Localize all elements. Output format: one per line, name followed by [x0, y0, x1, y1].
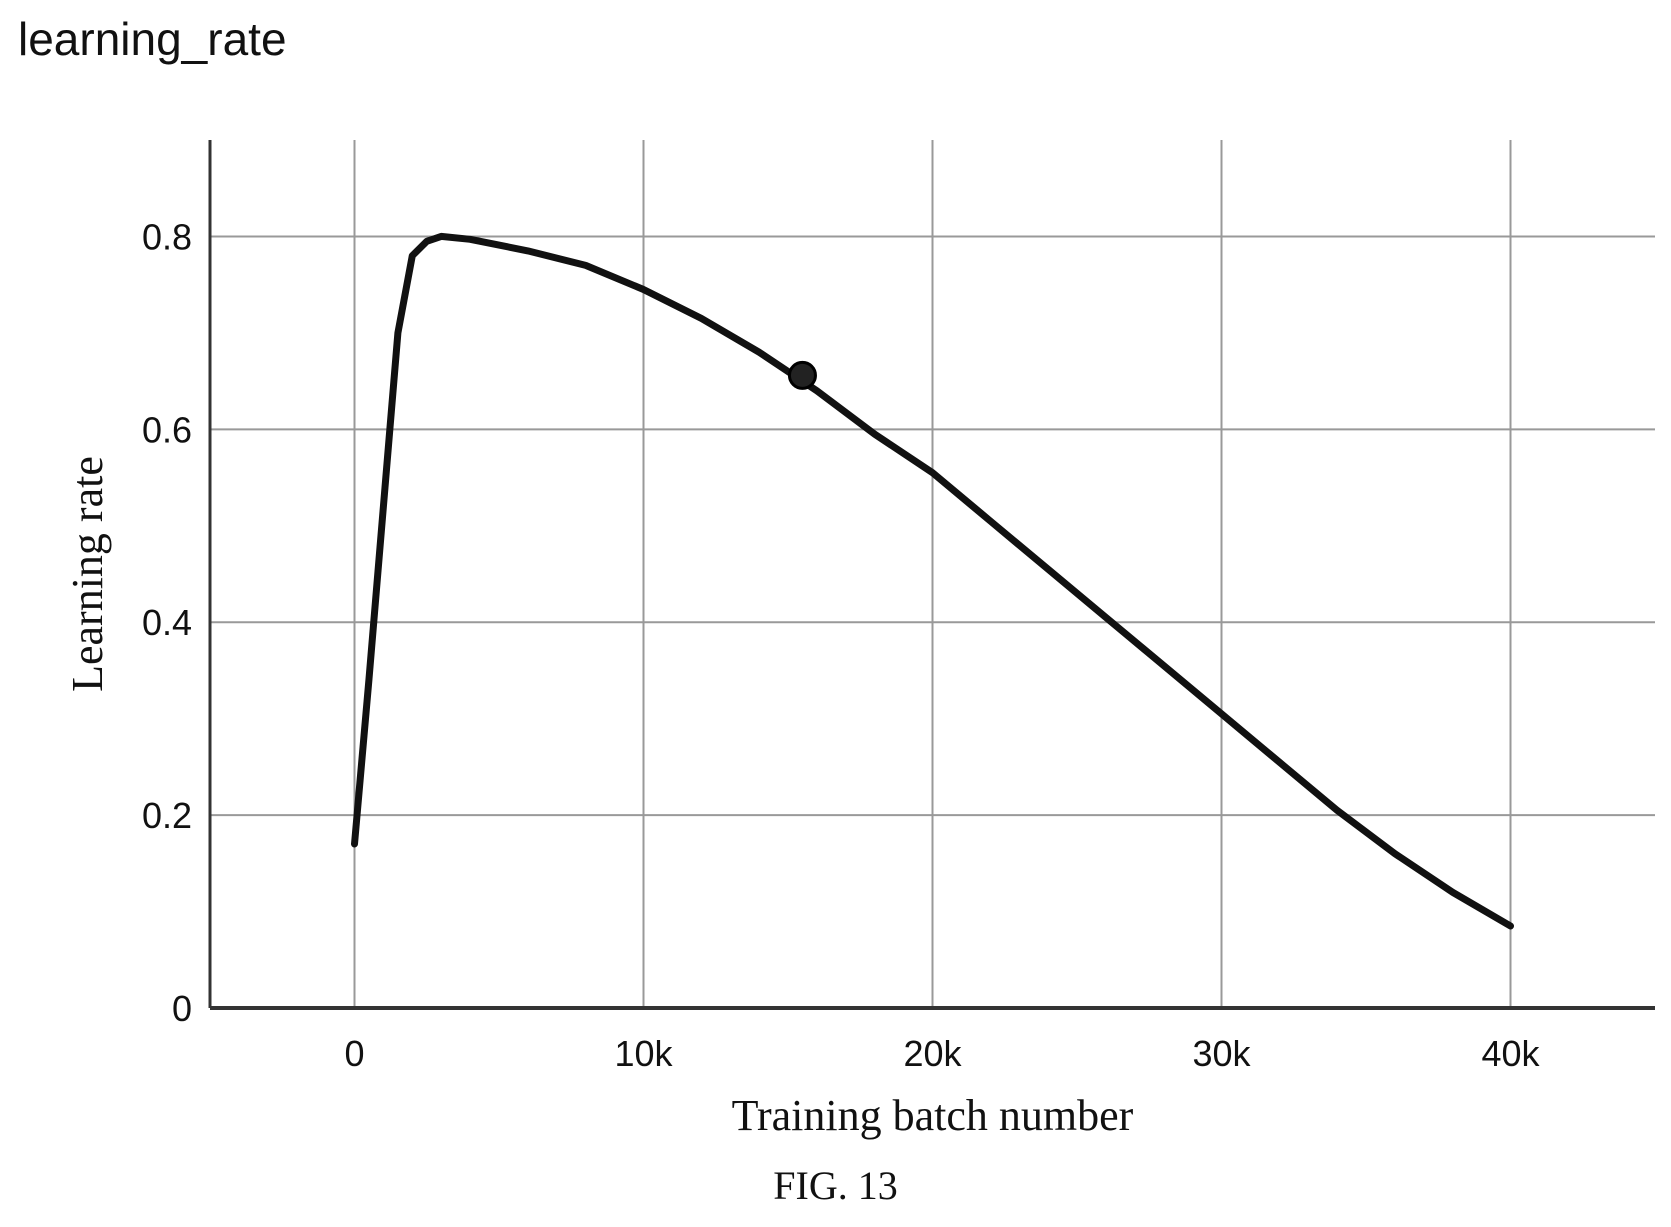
- highlight-point: [787, 360, 817, 390]
- series-line: [351, 232, 1514, 930]
- y-tick-label: 0.4: [142, 602, 192, 643]
- grid: [210, 140, 1655, 1008]
- x-tick-label: 20k: [903, 1033, 962, 1074]
- tick-labels: 0 10k 20k 30k 40k 0 0.2 0.4 0.6 0.8: [142, 216, 1541, 1074]
- figure-caption: FIG. 13: [773, 1163, 898, 1208]
- x-tick-label: 10k: [614, 1033, 673, 1074]
- y-tick-label: 0: [172, 988, 192, 1029]
- y-tick-label: 0.2: [142, 795, 192, 836]
- y-tick-label: 0.8: [142, 216, 192, 257]
- series-layer: [351, 232, 1514, 930]
- axes: [208, 140, 1655, 1010]
- y-tick-label: 0.6: [142, 409, 192, 450]
- x-tick-label: 30k: [1192, 1033, 1251, 1074]
- x-tick-label: 0: [344, 1033, 364, 1074]
- x-axis-label: Training batch number: [732, 1091, 1134, 1140]
- y-axis-label: Learning rate: [63, 456, 112, 692]
- x-tick-label: 40k: [1481, 1033, 1540, 1074]
- chart-title: learning_rate: [18, 13, 287, 65]
